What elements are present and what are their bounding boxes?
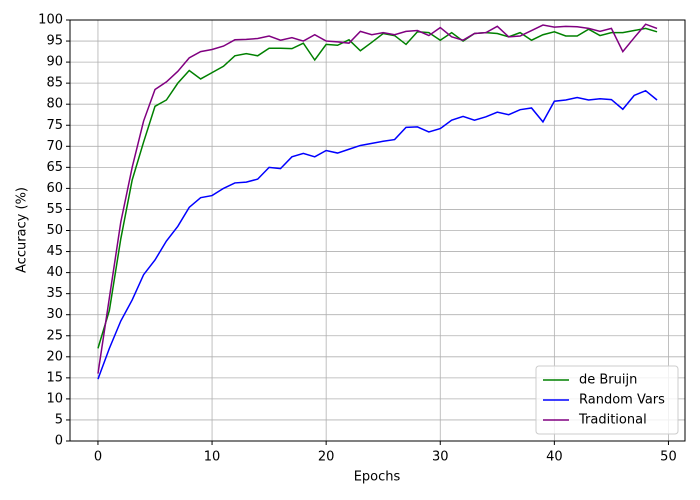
data-line (97, 27, 658, 349)
y-tick-label: 95 (46, 34, 63, 49)
y-tick-label: 5 (55, 412, 63, 427)
x-tick-label: 40 (546, 450, 563, 465)
legend-label: de Bruijn (579, 373, 637, 388)
x-tick-label: 30 (432, 450, 449, 465)
y-tick-label: 0 (55, 434, 63, 449)
y-tick-label: 85 (46, 76, 63, 91)
y-tick-label: 35 (46, 286, 63, 301)
y-tick-label: 75 (46, 118, 63, 133)
y-tick-label: 80 (46, 97, 63, 112)
y-tick-label: 10 (46, 391, 63, 406)
y-tick-label: 40 (46, 265, 63, 280)
legend-label: Traditional (578, 413, 647, 428)
y-tick-label: 55 (46, 202, 63, 217)
y-tick-label: 65 (46, 160, 63, 175)
legend-label: Random Vars (579, 393, 665, 408)
y-tick-label: 15 (46, 370, 63, 385)
data-line (97, 89, 658, 380)
y-tick-label: 30 (46, 307, 63, 322)
y-tick-label: 60 (46, 181, 63, 196)
y-axis-label: Accuracy (%) (15, 187, 30, 273)
x-tick-label: 50 (660, 450, 677, 465)
y-tick-label: 100 (38, 13, 63, 28)
x-axis-label: Epochs (354, 470, 401, 485)
x-tick-label: 10 (204, 450, 221, 465)
x-tick-label: 20 (318, 450, 335, 465)
legend: de Bruijn Random Vars Traditional (535, 365, 679, 435)
y-tick-label: 45 (46, 244, 63, 259)
legend-box (535, 365, 679, 435)
y-tick-label: 25 (46, 328, 63, 343)
plot-frame (69, 19, 686, 442)
y-tick-label: 50 (46, 223, 63, 238)
data-line (97, 23, 658, 374)
y-tick-label: 70 (46, 139, 63, 154)
x-tick-label: 0 (94, 450, 102, 465)
y-tick-label: 20 (46, 349, 63, 364)
y-tick-label: 90 (46, 55, 63, 70)
